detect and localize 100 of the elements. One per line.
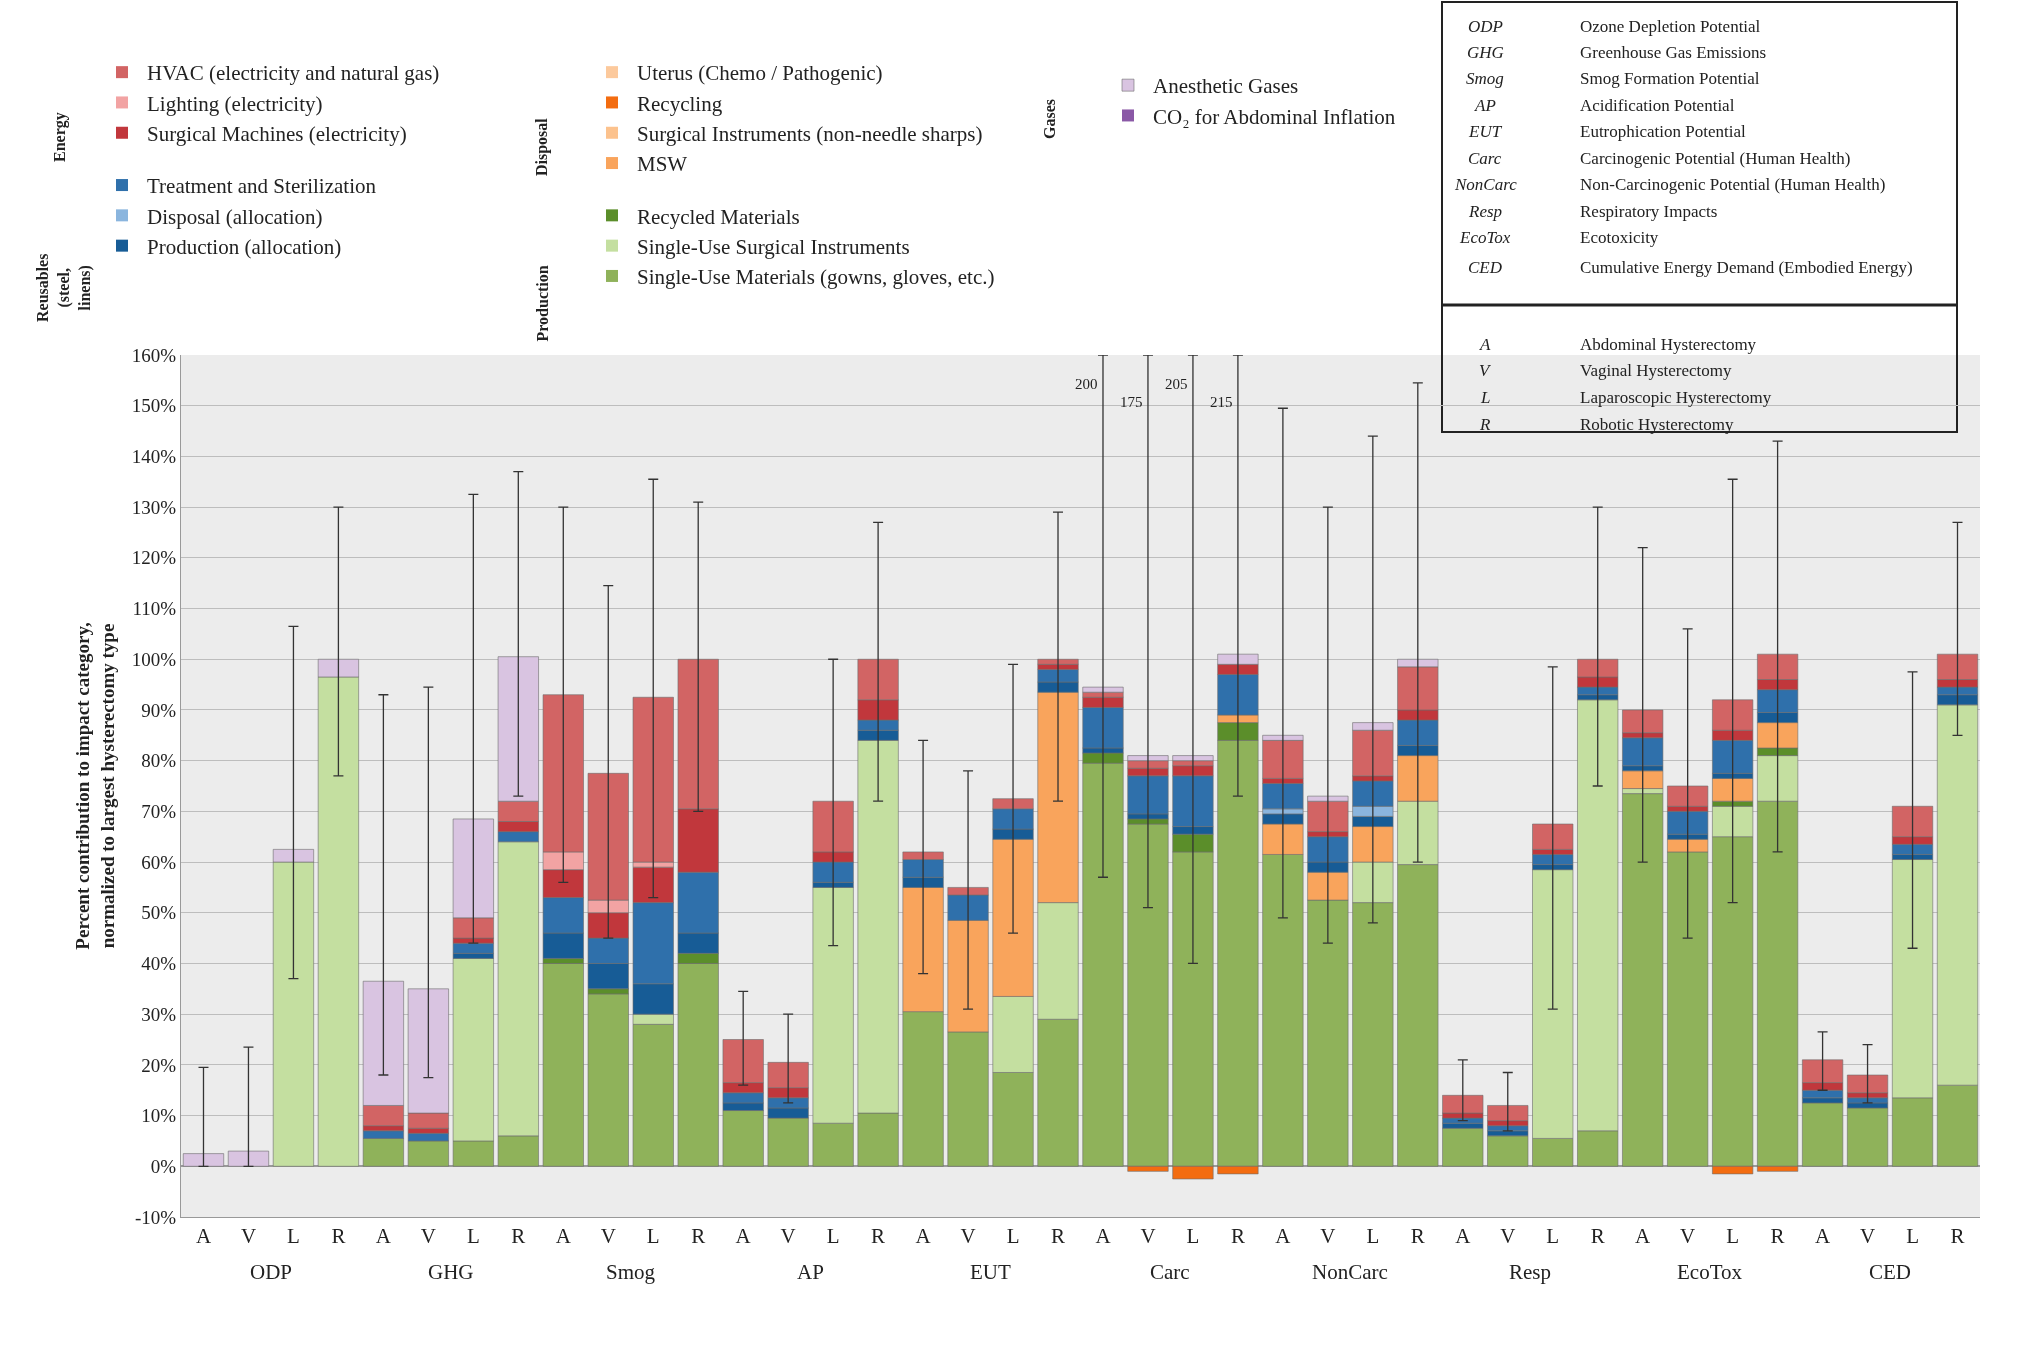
- legend-label: Surgical Machines (electricity): [147, 121, 407, 146]
- x-tick-label: L: [1726, 1224, 1740, 1249]
- legend-label: Recycling: [637, 91, 723, 116]
- x-tick-label: V: [1680, 1224, 1696, 1249]
- text: Eutrophication Potential: [1580, 122, 1746, 141]
- bar: [1847, 1107, 1889, 1167]
- bar: [1442, 1127, 1484, 1167]
- text: Smog: [606, 1260, 656, 1284]
- x-tick-label: R: [331, 1224, 346, 1249]
- legend-label: Lighting (electricity): [147, 91, 323, 116]
- x-tick-label: A: [1635, 1224, 1652, 1249]
- text: ODP: [1468, 17, 1503, 36]
- x-tick-label: A: [1275, 1224, 1292, 1249]
- x-tick-label: R: [511, 1224, 526, 1249]
- y-tick-label: 10%: [141, 1105, 177, 1127]
- bar: [182, 1153, 225, 1167]
- text: Carc: [1468, 149, 1502, 168]
- y-tick-label: 150%: [131, 395, 177, 417]
- bar: [1622, 709, 1664, 734]
- y-tick-label: 80%: [141, 750, 177, 772]
- x-tick-label: L: [646, 1224, 660, 1249]
- x-tick-label: A: [1815, 1224, 1831, 1249]
- y-tick-label: 100%: [131, 648, 177, 670]
- text: Carc: [1150, 1260, 1190, 1284]
- text: Ozone Depletion Potential: [1580, 17, 1761, 36]
- text: Reusables (steel, linens): [34, 253, 94, 322]
- x-tick-label: V: [420, 1224, 436, 1249]
- legend-label: Surgical Instruments (non-needle sharps): [637, 121, 983, 146]
- annotation: 215: [1210, 394, 1233, 410]
- bar: [542, 963, 584, 1167]
- text: AP: [797, 1260, 824, 1284]
- x-tick-label: L: [1906, 1224, 1919, 1249]
- text: Energy: [51, 112, 69, 162]
- legend-label: CO₂ for Abdominal Inflation: [1153, 104, 1396, 129]
- bar: [587, 993, 629, 1167]
- x-tick-label: V: [240, 1224, 257, 1249]
- x-tick-label: V: [1140, 1224, 1156, 1249]
- legend-label: Production (allocation): [147, 234, 342, 259]
- y-axis-title: Percent contribution to impact category, normalized to largest hysterectomy type: [72, 622, 118, 950]
- x-tick-label: A: [375, 1224, 392, 1249]
- x-tick-label: R: [1590, 1224, 1605, 1249]
- text: Cumulative Energy Demand (Embodied Energy): [1580, 258, 1913, 277]
- annotation: 200: [1075, 376, 1098, 392]
- x-tick-label: R: [1230, 1224, 1245, 1249]
- legend-label: Anesthetic Gases: [1153, 74, 1299, 99]
- annotation: V: [1479, 361, 1492, 380]
- x-tick-label: A: [915, 1224, 932, 1249]
- text: Abdominal Hysterectomy: [1580, 335, 1757, 354]
- text: Smog: [1466, 69, 1504, 88]
- text: GHG: [1467, 43, 1504, 62]
- legend-label: Disposal (allocation): [147, 204, 323, 229]
- annotation: 175: [1120, 394, 1143, 410]
- text: Disposal: [533, 117, 551, 176]
- y-tick-label: 70%: [141, 801, 177, 822]
- y-tick-label: -10%: [135, 1206, 177, 1228]
- bar: [1487, 1135, 1529, 1167]
- text: Gases: [1041, 99, 1058, 139]
- x-tick-label: L: [1546, 1224, 1560, 1249]
- x-tick-label: L: [826, 1224, 840, 1249]
- text: A: [1479, 335, 1491, 354]
- x-tick-label: A: [735, 1224, 752, 1249]
- text: CED: [1869, 1260, 1911, 1284]
- bar: [1802, 1102, 1844, 1167]
- text: AP: [1474, 96, 1496, 115]
- text: CED: [1468, 258, 1503, 277]
- text: Ecotoxicity: [1580, 228, 1659, 247]
- y-tick-label: 30%: [141, 1003, 177, 1025]
- bar: [1622, 737, 1664, 767]
- x-tick-label: A: [555, 1224, 572, 1249]
- x-tick-label: R: [691, 1224, 706, 1249]
- legend-label: Single-Use Materials (gowns, gloves, etc.): [637, 265, 995, 290]
- text: ODP: [250, 1260, 293, 1284]
- x-tick-label: V: [1320, 1224, 1336, 1249]
- y-tick-label: 140%: [131, 446, 177, 468]
- text: GHG: [428, 1260, 474, 1284]
- legend-label: Uterus (Chemo / Pathogenic): [637, 61, 883, 86]
- text: EcoTox: [1459, 228, 1511, 247]
- annotation: Vaginal Hysterectomy: [1580, 361, 1733, 380]
- y-tick-label: 0%: [150, 1155, 177, 1177]
- x-tick-label: V: [1500, 1224, 1516, 1249]
- x-tick-label: L: [287, 1224, 300, 1249]
- legend-label: Treatment and Sterilization: [147, 174, 377, 199]
- x-tick-label: R: [871, 1224, 886, 1249]
- x-tick-label: A: [195, 1224, 212, 1249]
- legend-label: MSW: [637, 152, 688, 177]
- x-tick-label: R: [1410, 1224, 1425, 1249]
- text: Non-Carcinogenic Potential (Human Health): [1580, 175, 1886, 194]
- text: EUT: [970, 1260, 1011, 1284]
- x-tick-label: V: [960, 1224, 976, 1249]
- annotation: L: [1480, 388, 1491, 407]
- text: Smog Formation Potential: [1580, 69, 1760, 88]
- bar: [227, 1150, 269, 1167]
- x-tick-label: R: [1770, 1224, 1785, 1249]
- text: Acidification Potential: [1580, 96, 1735, 115]
- legend-label: Recycled Materials: [637, 204, 800, 229]
- x-tick-label: L: [1186, 1224, 1200, 1249]
- y-tick-label: 60%: [141, 851, 177, 873]
- annotation: Laparoscopic Hysterectomy: [1580, 388, 1772, 407]
- text: NonCarc: [1454, 175, 1518, 194]
- x-tick-label: R: [1950, 1224, 1965, 1249]
